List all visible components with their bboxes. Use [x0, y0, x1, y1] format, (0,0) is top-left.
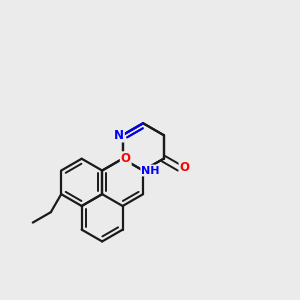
- Text: N: N: [114, 129, 124, 142]
- Text: NH: NH: [141, 166, 160, 176]
- Text: O: O: [121, 152, 131, 165]
- Text: O: O: [179, 161, 190, 174]
